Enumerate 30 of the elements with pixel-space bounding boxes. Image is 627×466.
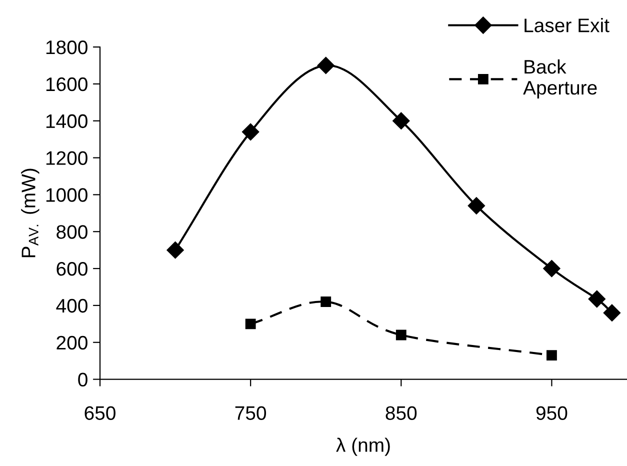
point [546, 350, 557, 361]
x-tick-label: 950 [536, 406, 568, 420]
y-tick-label: 600 [56, 262, 88, 276]
y-tick-label: 1200 [46, 151, 88, 166]
point [392, 112, 410, 130]
x-tick-label: 750 [235, 406, 266, 420]
y-axis-title: P$_{AV.}$ (mW) [21, 168, 40, 258]
point [396, 330, 406, 340]
point [588, 290, 606, 308]
legend-label: Laser Exit [524, 18, 610, 32]
point [317, 56, 334, 74]
y-tick-label: 800 [56, 225, 88, 239]
legend-label: Back Aperture [523, 59, 597, 99]
point [320, 296, 332, 307]
point [468, 197, 485, 214]
y-tick-label: 1400 [46, 114, 88, 128]
point [245, 318, 256, 330]
y-tick-label: 1000 [46, 188, 88, 202]
point [603, 304, 620, 322]
y-tick-label: 1600 [46, 77, 88, 92]
y-tick-label: 0 [78, 372, 88, 387]
point [242, 123, 260, 140]
x-axis-title: λ (nm) [336, 438, 390, 456]
x-tick-label: 650 [84, 406, 116, 420]
point [543, 260, 560, 278]
point [166, 242, 184, 259]
x-tick-label: 850 [386, 406, 417, 420]
y-tick-label: 200 [56, 336, 88, 350]
y-tick-label: 1800 [46, 40, 88, 54]
y-tick-label: 400 [56, 298, 88, 313]
